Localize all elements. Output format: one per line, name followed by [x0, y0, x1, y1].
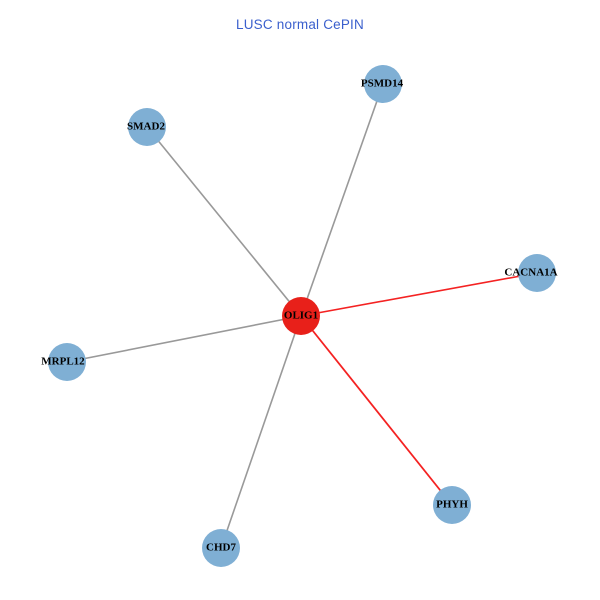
graph-node-cacna1a[interactable] [518, 254, 556, 292]
graph-edge[interactable] [300, 315, 453, 506]
graph-node-mrpl12[interactable] [48, 343, 86, 381]
graph-node-smad2[interactable] [128, 108, 166, 146]
graph-edge[interactable] [220, 315, 302, 549]
graph-node-psmd14[interactable] [364, 65, 402, 103]
graph-node-phyh[interactable] [433, 486, 471, 524]
graph-node-chd7[interactable] [202, 529, 240, 567]
graph-node-olig1[interactable] [282, 297, 320, 335]
graph-edge[interactable] [66, 315, 302, 363]
graph-edge[interactable] [300, 272, 538, 317]
page-title: LUSC normal CePIN [236, 17, 364, 32]
graph-edge[interactable] [300, 83, 384, 317]
graph-edge[interactable] [146, 126, 302, 317]
